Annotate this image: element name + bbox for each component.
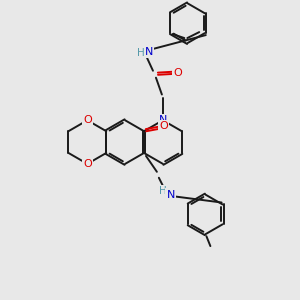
Text: N: N [159,115,167,125]
Text: O: O [173,68,182,78]
Text: H: H [159,186,167,196]
Text: O: O [83,159,92,169]
Text: O: O [83,115,92,125]
Text: N: N [167,190,175,200]
Text: N: N [145,47,153,57]
Text: H: H [137,48,145,58]
Text: O: O [159,121,168,131]
